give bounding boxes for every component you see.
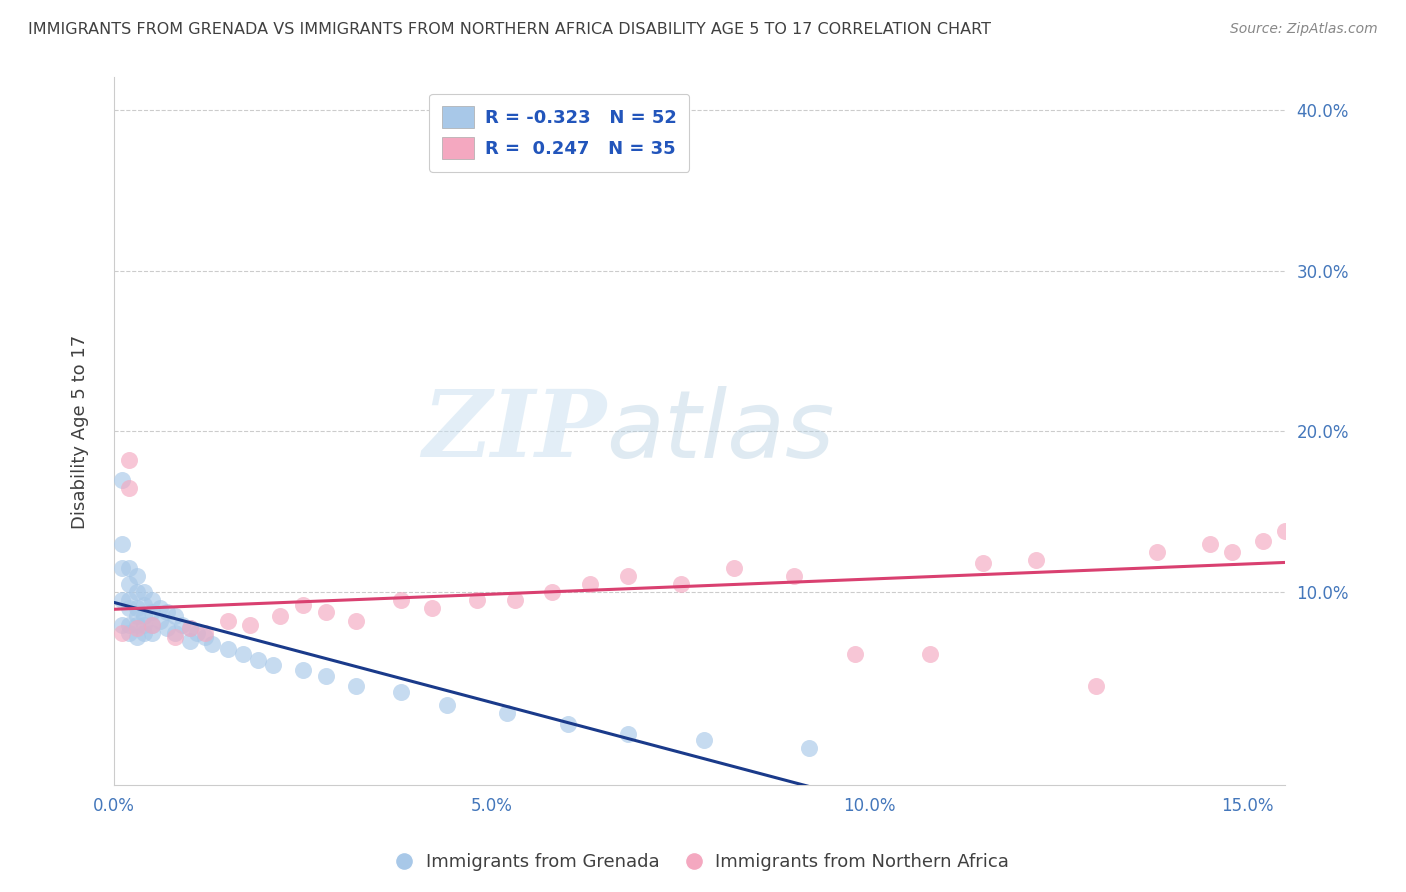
Point [579, 577, 602, 591]
Text: IMMIGRANTS FROM GRENADA VS IMMIGRANTS FROM NORTHERN AFRICA DISABILITY AGE 5 TO 1: IMMIGRANTS FROM GRENADA VS IMMIGRANTS FR… [28, 22, 991, 37]
Point [172, 617, 194, 632]
Point [541, 585, 564, 599]
Point [134, 625, 156, 640]
Point [692, 733, 714, 747]
Point [1085, 679, 1108, 693]
Point [217, 615, 239, 629]
Point [118, 481, 141, 495]
Point [315, 669, 337, 683]
Point [239, 617, 262, 632]
Legend: Immigrants from Grenada, Immigrants from Northern Africa: Immigrants from Grenada, Immigrants from… [389, 847, 1017, 879]
Point [179, 633, 201, 648]
Point [315, 605, 337, 619]
Point [141, 605, 163, 619]
Point [194, 631, 217, 645]
Point [118, 593, 141, 607]
Point [134, 585, 156, 599]
Point [669, 577, 692, 591]
Point [844, 647, 866, 661]
Point [420, 601, 443, 615]
Point [920, 647, 942, 661]
Point [163, 625, 186, 640]
Point [799, 741, 821, 756]
Point [194, 625, 217, 640]
Point [201, 637, 224, 651]
Point [111, 593, 134, 607]
Point [292, 663, 315, 677]
Point [1274, 524, 1296, 539]
Point [292, 599, 315, 613]
Point [148, 615, 170, 629]
Point [111, 561, 134, 575]
Point [111, 473, 134, 487]
Point [148, 601, 170, 615]
Point [217, 641, 239, 656]
Point [111, 537, 134, 551]
Point [141, 617, 163, 632]
Point [134, 599, 156, 613]
Point [269, 609, 291, 624]
Point [118, 617, 141, 632]
Point [163, 631, 186, 645]
Point [496, 706, 519, 720]
Point [344, 679, 367, 693]
Point [1025, 553, 1047, 567]
Y-axis label: Disability Age 5 to 17: Disability Age 5 to 17 [72, 334, 89, 529]
Point [141, 625, 163, 640]
Point [125, 601, 148, 615]
Point [141, 593, 163, 607]
Point [125, 585, 148, 599]
Point [134, 617, 156, 632]
Point [1296, 473, 1319, 487]
Point [389, 593, 412, 607]
Point [186, 625, 208, 640]
Point [344, 615, 367, 629]
Point [436, 698, 458, 712]
Point [118, 453, 141, 467]
Point [111, 617, 134, 632]
Point [1146, 545, 1168, 559]
Point [179, 621, 201, 635]
Text: ZIP: ZIP [422, 386, 606, 476]
Point [1198, 537, 1220, 551]
Text: Source: ZipAtlas.com: Source: ZipAtlas.com [1230, 22, 1378, 37]
Point [617, 569, 640, 583]
Point [111, 625, 134, 640]
Point [134, 609, 156, 624]
Point [125, 621, 148, 635]
Point [617, 727, 640, 741]
Legend: R = -0.323   N = 52, R =  0.247   N = 35: R = -0.323 N = 52, R = 0.247 N = 35 [429, 94, 689, 172]
Point [465, 593, 488, 607]
Text: atlas: atlas [606, 386, 834, 477]
Point [156, 621, 179, 635]
Point [118, 577, 141, 591]
Point [125, 569, 148, 583]
Point [1220, 545, 1243, 559]
Point [125, 609, 148, 624]
Point [723, 561, 745, 575]
Point [972, 557, 994, 571]
Point [1251, 533, 1274, 548]
Point [389, 685, 412, 699]
Point [125, 617, 148, 632]
Point [141, 617, 163, 632]
Point [783, 569, 806, 583]
Point [232, 647, 254, 661]
Point [118, 601, 141, 615]
Point [118, 561, 141, 575]
Point [557, 717, 579, 731]
Point [262, 657, 284, 672]
Point [125, 631, 148, 645]
Point [163, 609, 186, 624]
Point [246, 653, 269, 667]
Point [156, 605, 179, 619]
Point [503, 593, 526, 607]
Point [118, 625, 141, 640]
Point [179, 621, 201, 635]
